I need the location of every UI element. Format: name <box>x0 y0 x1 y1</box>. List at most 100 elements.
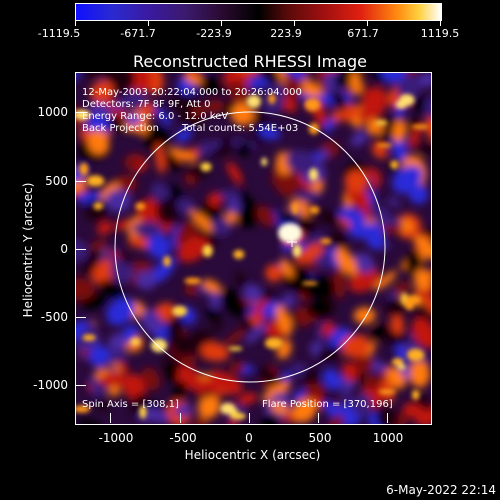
image-hot-spot <box>404 297 415 311</box>
image-texture-blob <box>282 293 296 307</box>
x-axis-label: Heliocentric X (arcsec) <box>184 448 321 462</box>
image-texture-blob <box>285 149 318 175</box>
image-texture-blob <box>191 104 206 117</box>
image-texture-blob <box>216 189 241 201</box>
image-hot-spot <box>93 202 104 210</box>
image-texture-blob <box>204 99 225 114</box>
image-texture-blob <box>184 73 203 85</box>
x-tick-label: 0 <box>245 431 253 445</box>
x-tick-label: 500 <box>308 431 332 445</box>
image-texture-blob <box>226 199 242 214</box>
y-tick-label: 0 <box>60 242 68 256</box>
image-texture-blob <box>189 210 214 232</box>
image-texture-blob <box>386 196 402 208</box>
image-hot-spot <box>130 337 141 346</box>
image-texture-blob <box>311 179 324 193</box>
y-tick-label: 500 <box>45 174 68 188</box>
image-texture-blob <box>358 102 373 124</box>
image-texture-blob <box>371 213 401 226</box>
image-hot-spot <box>184 277 201 285</box>
image-texture-blob <box>85 114 110 137</box>
image-texture-blob <box>280 73 306 80</box>
image-hot-spot <box>378 389 396 394</box>
image-texture-blob <box>212 372 243 395</box>
solar-limb-circle <box>114 111 386 383</box>
image-hot-spot <box>268 93 276 105</box>
total-counts-text: Total counts: 5.54E+03 <box>182 123 299 134</box>
image-texture-blob <box>258 126 281 140</box>
image-hot-spot <box>390 160 399 170</box>
image-texture-blob <box>265 264 283 282</box>
image-texture-blob <box>370 73 385 86</box>
image-texture-blob <box>294 243 325 265</box>
image-texture-blob <box>380 73 406 84</box>
image-texture-blob <box>197 395 221 419</box>
image-texture-blob <box>93 259 112 277</box>
image-hot-spot <box>411 124 429 130</box>
image-texture-blob <box>341 334 371 357</box>
image-texture-blob <box>141 309 162 334</box>
image-hot-spot <box>79 162 89 176</box>
image-texture-blob <box>385 296 406 317</box>
x-tick-label: -500 <box>169 431 197 445</box>
image-texture-blob <box>417 73 431 88</box>
x-tick <box>249 413 250 423</box>
energy-range-text: Energy Range: 6.0 - 12.0 keV <box>82 111 229 122</box>
image-hot-spot <box>320 238 332 245</box>
image-texture-blob <box>94 73 125 81</box>
image-texture-blob <box>344 169 368 193</box>
image-texture-blob <box>352 393 373 417</box>
image-texture-blob <box>408 184 429 205</box>
image-texture-blob <box>332 74 352 88</box>
image-texture-blob <box>342 362 358 382</box>
image-texture-blob <box>210 319 222 331</box>
image-texture-blob <box>275 304 293 336</box>
image-texture-blob <box>144 126 170 152</box>
image-texture-blob <box>84 73 101 79</box>
y-tick-label: -500 <box>40 310 68 324</box>
image-hot-spot <box>246 94 261 109</box>
image-texture-blob <box>414 235 431 261</box>
image-texture-blob <box>295 190 321 202</box>
image-texture-blob <box>245 321 268 344</box>
image-texture-blob <box>243 284 263 303</box>
image-texture-blob <box>164 364 179 382</box>
y-axis-label: Heliocentric Y (arcsec) <box>21 182 35 318</box>
image-texture-blob <box>392 282 412 294</box>
plot-datestamp: 6-May-2022 22:14 <box>386 483 496 497</box>
x-tick-label: 1000 <box>372 431 404 445</box>
image-hot-spot <box>374 120 388 126</box>
image-texture-blob <box>113 219 135 231</box>
colorbar-tick <box>221 20 222 26</box>
image-texture-blob <box>76 105 82 127</box>
image-texture-blob <box>350 73 362 96</box>
image-texture-blob <box>231 102 255 126</box>
y-tick <box>76 385 86 386</box>
colorbar-tick-label: 671.7 <box>347 27 379 40</box>
image-texture-blob <box>307 300 329 317</box>
image-texture-blob <box>166 314 184 345</box>
time-range-text: 12-May-2003 20:22:04.000 to 20:26:04.000 <box>82 87 302 98</box>
image-texture-blob <box>226 161 243 185</box>
image-texture-blob <box>413 402 431 424</box>
image-texture-blob <box>155 143 166 174</box>
reconstructed-image <box>76 73 431 424</box>
image-texture-blob <box>76 277 95 301</box>
image-texture-blob <box>229 361 246 374</box>
image-texture-blob <box>352 352 374 374</box>
y-tick <box>76 317 86 318</box>
x-tick <box>180 413 181 423</box>
image-hot-spot <box>308 168 319 181</box>
colorbar-tick-label: -671.7 <box>120 27 156 40</box>
image-hot-spot <box>291 202 299 215</box>
image-texture-blob <box>127 114 141 126</box>
image-texture-blob <box>393 178 411 195</box>
x-tick <box>318 413 319 423</box>
image-texture-blob <box>323 118 335 133</box>
image-texture-blob <box>353 252 375 274</box>
image-hot-spot <box>261 157 268 166</box>
image-texture-blob <box>90 80 114 104</box>
image-texture-blob <box>224 328 247 346</box>
image-texture-blob <box>131 221 163 236</box>
image-texture-blob <box>125 89 148 109</box>
